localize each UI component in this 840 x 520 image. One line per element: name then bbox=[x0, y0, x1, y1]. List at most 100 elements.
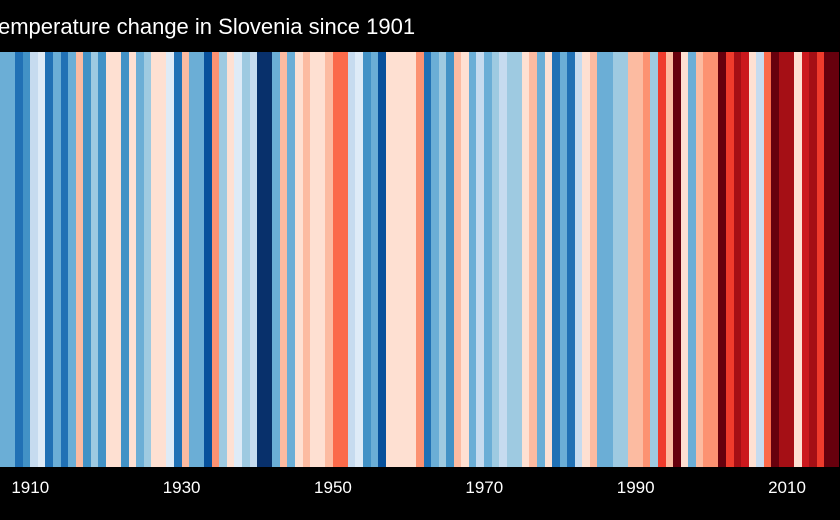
stripe-1938 bbox=[242, 52, 250, 467]
stripe-1974 bbox=[514, 52, 522, 467]
x-axis: 1910 1930 1950 1970 1990 2010 bbox=[0, 478, 840, 508]
stripe-1971 bbox=[491, 52, 500, 467]
stripe-1967 bbox=[461, 52, 469, 467]
stripe-1930 bbox=[181, 52, 190, 467]
x-tick-label: 1930 bbox=[162, 478, 201, 497]
stripe-1975 bbox=[521, 52, 530, 467]
stripe-1989 bbox=[627, 52, 636, 467]
stripe-1970 bbox=[484, 52, 492, 467]
stripe-2012 bbox=[801, 52, 810, 467]
stripe-1990 bbox=[635, 52, 643, 467]
stripe-1960 bbox=[408, 52, 416, 467]
stripe-1958 bbox=[393, 52, 401, 467]
stripe-1936 bbox=[226, 52, 235, 467]
stripe-1945 bbox=[294, 52, 303, 467]
stripe-2005 bbox=[748, 52, 757, 467]
stripe-2002 bbox=[726, 52, 734, 467]
stripe-1906 bbox=[0, 52, 8, 467]
stripe-1995 bbox=[673, 52, 681, 467]
stripe-1946 bbox=[302, 52, 311, 467]
stripe-2016 bbox=[831, 52, 840, 467]
stripe-1978 bbox=[544, 52, 553, 467]
chart-title: emperature change in Slovenia since 1901 bbox=[0, 14, 416, 39]
stripe-1980 bbox=[559, 52, 568, 467]
stripe-1910 bbox=[30, 52, 38, 467]
stripe-1915 bbox=[68, 52, 76, 467]
stripe-1931 bbox=[189, 52, 197, 467]
stripe-1988 bbox=[620, 52, 628, 467]
stripe-1991 bbox=[642, 52, 651, 467]
stripe-1998 bbox=[695, 52, 704, 467]
stripe-1955 bbox=[370, 52, 379, 467]
stripe-1964 bbox=[438, 52, 447, 467]
stripe-1947 bbox=[310, 52, 318, 467]
stripe-1979 bbox=[552, 52, 560, 467]
stripe-1926 bbox=[151, 52, 159, 467]
stripe-1982 bbox=[574, 52, 583, 467]
stripe-1923 bbox=[128, 52, 137, 467]
stripe-1929 bbox=[173, 52, 182, 467]
stripe-1948 bbox=[317, 52, 326, 467]
stripe-1952 bbox=[347, 52, 356, 467]
stripe-1953 bbox=[355, 52, 363, 467]
stripe-1934 bbox=[211, 52, 220, 467]
stripe-1963 bbox=[431, 52, 439, 467]
warming-stripes bbox=[0, 52, 840, 467]
stripe-1918 bbox=[90, 52, 99, 467]
stripe-2001 bbox=[718, 52, 726, 467]
stripe-1925 bbox=[143, 52, 152, 467]
stripe-1983 bbox=[582, 52, 590, 467]
stripe-2010 bbox=[786, 52, 795, 467]
stripe-1992 bbox=[650, 52, 658, 467]
stripe-1966 bbox=[453, 52, 462, 467]
stripe-1928 bbox=[166, 52, 174, 467]
stripe-1985 bbox=[597, 52, 605, 467]
stripe-1987 bbox=[612, 52, 621, 467]
stripe-1962 bbox=[423, 52, 432, 467]
stripe-1916 bbox=[75, 52, 84, 467]
stripe-1959 bbox=[400, 52, 409, 467]
x-tick-label: 2010 bbox=[768, 478, 806, 497]
stripe-1919 bbox=[98, 52, 106, 467]
stripe-2007 bbox=[763, 52, 772, 467]
stripe-1909 bbox=[22, 52, 31, 467]
stripe-1984 bbox=[589, 52, 598, 467]
stripe-1911 bbox=[37, 52, 46, 467]
stripe-1939 bbox=[249, 52, 258, 467]
stripe-1917 bbox=[83, 52, 91, 467]
stripe-1996 bbox=[680, 52, 689, 467]
stripe-1976 bbox=[529, 52, 537, 467]
stripe-1927 bbox=[158, 52, 167, 467]
stripe-1949 bbox=[325, 52, 333, 467]
x-tick-label: 1950 bbox=[314, 478, 352, 497]
stripe-1986 bbox=[605, 52, 613, 467]
stripe-1956 bbox=[378, 52, 386, 467]
stripe-1907 bbox=[7, 52, 16, 467]
stripe-1944 bbox=[287, 52, 295, 467]
stripe-1914 bbox=[60, 52, 69, 467]
stripe-1942 bbox=[272, 52, 280, 467]
stripe-1968 bbox=[468, 52, 477, 467]
stripe-1997 bbox=[688, 52, 696, 467]
stripe-1954 bbox=[363, 52, 371, 467]
stripe-2003 bbox=[733, 52, 742, 467]
stripe-1940 bbox=[257, 52, 265, 467]
stripe-1999 bbox=[703, 52, 711, 467]
stripe-1935 bbox=[219, 52, 227, 467]
stripe-2011 bbox=[794, 52, 802, 467]
stripe-1912 bbox=[45, 52, 53, 467]
stripe-1913 bbox=[52, 52, 61, 467]
stripe-2009 bbox=[778, 52, 787, 467]
stripe-1908 bbox=[15, 52, 23, 467]
stripe-1981 bbox=[567, 52, 575, 467]
stripe-1994 bbox=[665, 52, 674, 467]
stripe-1932 bbox=[196, 52, 205, 467]
stripe-2006 bbox=[756, 52, 764, 467]
stripe-1920 bbox=[105, 52, 114, 467]
stripe-1965 bbox=[446, 52, 454, 467]
stripe-2000 bbox=[710, 52, 719, 467]
stripe-1941 bbox=[264, 52, 273, 467]
stripe-1993 bbox=[657, 52, 666, 467]
stripe-1977 bbox=[536, 52, 545, 467]
stripe-1961 bbox=[415, 52, 424, 467]
